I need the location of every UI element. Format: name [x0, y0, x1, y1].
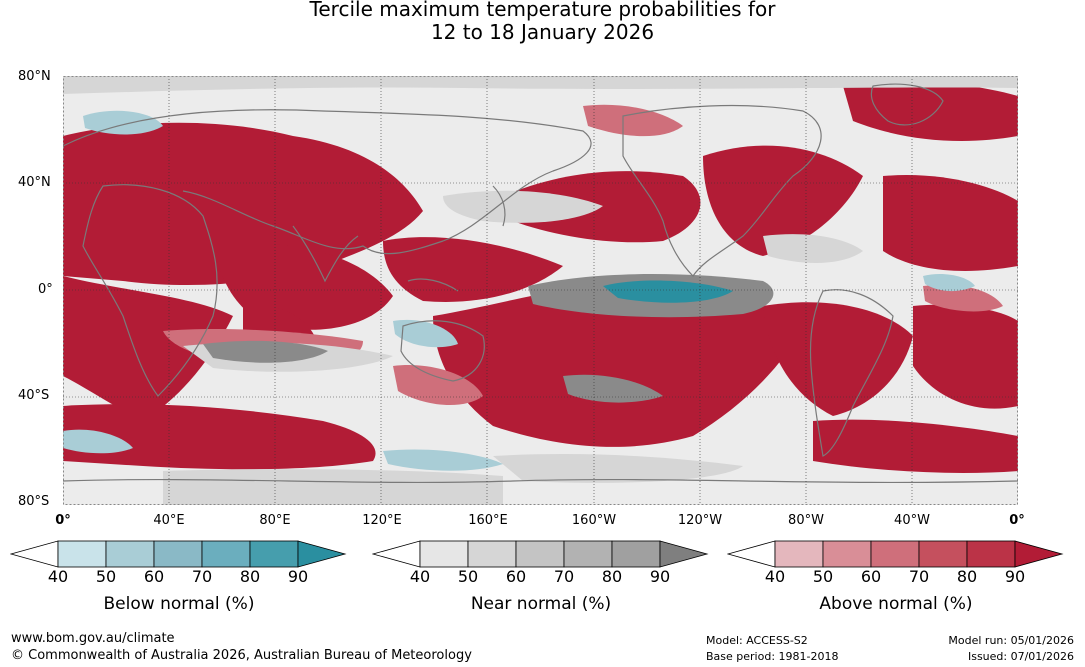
lat-label-80s: 80°S	[18, 494, 50, 509]
above-normal-regions	[63, 80, 1018, 473]
footer-issued: Issued: 07/01/2026	[967, 650, 1074, 663]
colorbar-segment	[611, 540, 661, 568]
colorbar-over-triangle	[297, 540, 347, 568]
below-normal-regions	[63, 110, 975, 471]
lon-label-40e: 40°E	[153, 513, 185, 528]
lon-label-160w: 160°W	[571, 513, 617, 528]
colorbar-segment	[105, 540, 155, 568]
colorbar-title-near: Near normal (%)	[470, 594, 612, 614]
lat-label-40n: 40°N	[18, 175, 51, 190]
colorbar-under-triangle	[372, 540, 421, 568]
colorbar-tick-label: 60	[143, 567, 165, 586]
colorbar-segment	[774, 540, 824, 568]
footer-base-period: Base period: 1981-2018	[706, 650, 839, 663]
colorbar-title-above: Above normal (%)	[819, 594, 973, 614]
colorbar-tick-label: 60	[860, 567, 882, 586]
colorbar-tick-label: 70	[908, 567, 930, 586]
colorbar-under-triangle	[727, 540, 776, 568]
colorbar-segment	[57, 540, 107, 568]
colorbar-tick-label: 50	[457, 567, 479, 586]
lon-label-160e: 160°E	[468, 513, 508, 528]
colorbar-tick-label: 50	[95, 567, 117, 586]
colorbar-tick-label: 80	[239, 567, 261, 586]
colorbar-under-triangle	[10, 540, 59, 568]
colorbar-segment	[822, 540, 872, 568]
lon-label-40w: 40°W	[894, 513, 930, 528]
footer-copyright: © Commonwealth of Australia 2026, Austra…	[11, 648, 472, 663]
colorbar-above-normal	[727, 540, 1064, 568]
footer-model-run: Model run: 05/01/2026	[948, 634, 1074, 647]
colorbar-tick-label: 40	[409, 567, 431, 586]
colorbar-tick-label: 40	[47, 567, 69, 586]
colorbar-near-normal	[372, 540, 709, 568]
colorbar-segment	[918, 540, 968, 568]
graticule	[63, 76, 1018, 505]
colorbar-segment	[249, 540, 299, 568]
colorbar-segment	[201, 540, 251, 568]
colorbar-below-normal	[10, 540, 347, 568]
colorbar-title-below: Below normal (%)	[103, 594, 255, 614]
colorbar-segment	[153, 540, 203, 568]
lat-label-80n: 80°N	[18, 69, 51, 84]
colorbar-tick-label: 70	[191, 567, 213, 586]
colorbar-segment	[419, 540, 469, 568]
colorbar-tick-label: 90	[1004, 567, 1026, 586]
lon-label-120e: 120°E	[362, 513, 402, 528]
lon-label-80e: 80°E	[259, 513, 291, 528]
map-title-line-2: 12 to 18 January 2026	[430, 20, 655, 44]
colorbar-tick-label: 80	[956, 567, 978, 586]
colorbar-tick-label: 70	[553, 567, 575, 586]
colorbar-tick-label: 60	[505, 567, 527, 586]
colorbar-tick-label: 80	[601, 567, 623, 586]
footer-website-link[interactable]: www.bom.gov.au/climate	[11, 631, 175, 646]
colorbar-over-triangle	[659, 540, 709, 568]
colorbar-tick-label: 90	[287, 567, 309, 586]
footer-model: Model: ACCESS-S2	[706, 634, 808, 647]
probability-map	[63, 76, 1018, 505]
lat-label-40s: 40°S	[18, 388, 50, 403]
near-normal-regions	[63, 76, 1018, 505]
colorbar-segment	[870, 540, 920, 568]
lon-label-120w: 120°W	[677, 513, 723, 528]
colorbar-over-triangle	[1014, 540, 1064, 568]
colorbar-segment	[515, 540, 565, 568]
map-title-line-1: Tercile maximum temperature probabilitie…	[309, 0, 776, 21]
colorbar-segment	[966, 540, 1016, 568]
colorbar-tick-label: 90	[649, 567, 671, 586]
lat-label-equator: 0°	[38, 282, 53, 297]
lon-label-0-right: 0°	[1009, 513, 1025, 528]
colorbar-segment	[563, 540, 613, 568]
lon-label-0-left: 0°	[55, 513, 71, 528]
colorbar-segment	[467, 540, 517, 568]
coastlines	[63, 83, 1018, 484]
colorbar-tick-label: 50	[812, 567, 834, 586]
lon-label-80w: 80°W	[788, 513, 824, 528]
colorbar-tick-label: 40	[764, 567, 786, 586]
